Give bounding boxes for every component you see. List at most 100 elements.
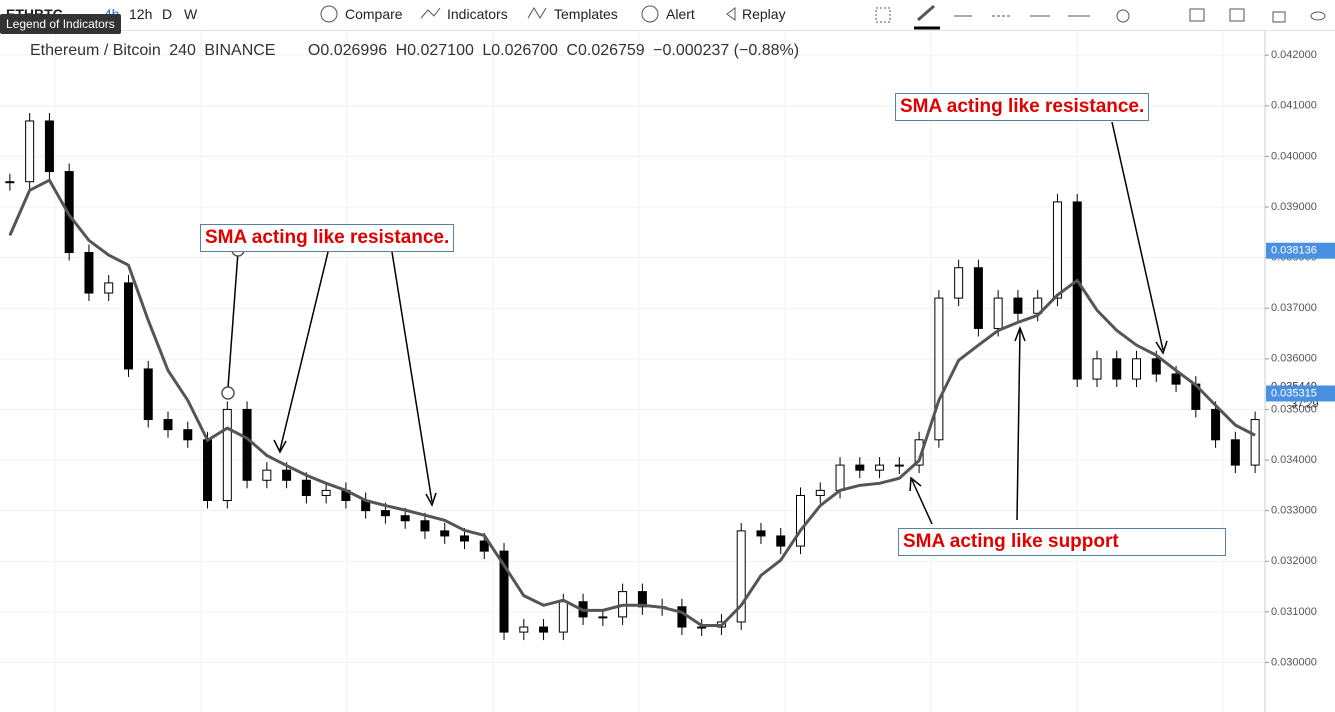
candle-body xyxy=(1230,439,1240,466)
compare-button[interactable]: Compare xyxy=(345,6,403,22)
price-label-bg xyxy=(1266,385,1335,402)
toolbar-icons xyxy=(320,4,1326,30)
candle-body xyxy=(499,550,509,633)
y-tick-label: 0.036000 xyxy=(1271,353,1317,365)
ohlc-key: H xyxy=(395,42,408,59)
candle-body xyxy=(25,120,35,183)
interval[interactable]: W xyxy=(184,6,198,22)
tooltip: Legend of Indicators xyxy=(0,14,121,34)
indicators-button[interactable]: Indicators xyxy=(447,6,508,22)
candle-body xyxy=(1112,358,1122,380)
candle-body xyxy=(1151,358,1161,375)
candle-body xyxy=(736,530,746,623)
price-label: 0.038136 xyxy=(1271,245,1317,257)
candle-body xyxy=(697,626,707,629)
annotation: SMA acting like resistance. xyxy=(200,224,455,252)
candle-body xyxy=(104,282,114,294)
candle-body xyxy=(973,267,983,329)
candle-body xyxy=(815,489,825,496)
price-label: 0.035315 xyxy=(1271,387,1317,399)
candle-body xyxy=(380,510,390,517)
ohlc-value: 0.026996 xyxy=(320,42,388,59)
price-axis xyxy=(1265,30,1335,712)
candle-body xyxy=(855,464,865,471)
candle-body xyxy=(1013,297,1023,314)
y-tick-label: 0.032000 xyxy=(1271,555,1317,567)
legend-interval: 240 xyxy=(169,42,196,59)
ohlc-value: 0.026759 xyxy=(577,42,645,59)
candle-body xyxy=(84,252,94,294)
candle-body xyxy=(163,419,173,431)
templates-button[interactable]: Templates xyxy=(554,6,618,22)
candle-body xyxy=(796,494,806,547)
alert-button[interactable]: Alert xyxy=(666,6,695,22)
y-tick-label: 0.035000 xyxy=(1271,403,1317,415)
legend-exchange: BINANCE xyxy=(204,42,276,59)
arrows xyxy=(221,121,1168,525)
price-label-bg xyxy=(1266,242,1335,259)
y-tick-label: 0.041000 xyxy=(1271,100,1317,112)
candle-body xyxy=(677,606,687,628)
candle-body xyxy=(143,368,153,421)
candle-body xyxy=(321,489,331,496)
ohlc-key: O xyxy=(307,42,321,59)
candle-body xyxy=(420,520,430,532)
candle-body xyxy=(835,464,845,491)
candle-body xyxy=(459,535,469,542)
candle-body xyxy=(123,282,133,370)
ohlc-key: L xyxy=(482,42,492,59)
countdown: 37:29 xyxy=(1291,399,1319,411)
candle-body xyxy=(282,469,292,481)
replay-button[interactable]: Replay xyxy=(742,6,786,22)
y-tick-label: 0.030000 xyxy=(1271,656,1317,668)
candle-body xyxy=(222,408,232,502)
candle-body xyxy=(203,439,213,502)
candle-body xyxy=(242,408,252,481)
ohlc-key: C xyxy=(566,42,578,59)
y-tick-label: 0.037000 xyxy=(1271,302,1317,314)
candle-body xyxy=(894,464,904,467)
change: −0.000237 (−0.88%) xyxy=(653,42,800,59)
candle-body xyxy=(44,120,54,173)
y-tick-label: 0.040000 xyxy=(1271,150,1317,162)
sma-line xyxy=(8,178,1256,628)
candle-body xyxy=(1211,408,1221,441)
candle-body xyxy=(1132,358,1142,380)
y-tick-label: 0.042000 xyxy=(1271,49,1317,61)
interval[interactable]: 12h xyxy=(129,6,153,22)
candle-body xyxy=(1171,373,1181,385)
candle-body xyxy=(954,267,964,299)
candle-body xyxy=(776,535,786,547)
candle-body xyxy=(993,297,1003,329)
y-tick-label: 0.031000 xyxy=(1271,606,1317,618)
legend-symbol[interactable]: Ethereum / Bitcoin xyxy=(30,42,161,59)
candle-body xyxy=(479,540,489,552)
legend: Ethereum / Bitcoin 240 BINANCE O0.026996… xyxy=(30,42,803,60)
candle-body xyxy=(5,181,15,184)
candle-body xyxy=(301,479,311,496)
toolbar: ETHBTC 4h 12h D W Compare Indicators Tem… xyxy=(0,0,1335,31)
candle-body xyxy=(183,429,193,441)
y-tick-label: 0.033000 xyxy=(1271,505,1317,517)
candle-body xyxy=(400,515,410,522)
annotation: SMA acting like support xyxy=(898,528,1226,556)
candle-body xyxy=(1250,419,1260,466)
candle-body xyxy=(875,464,885,471)
candle-body xyxy=(934,297,944,441)
candle-body xyxy=(756,530,766,537)
y-tick-label: 0.034000 xyxy=(1271,454,1317,466)
ohlc-value: 0.026700 xyxy=(491,42,558,59)
interval[interactable]: D xyxy=(162,6,173,22)
candle-body xyxy=(637,591,647,608)
candle-body xyxy=(1072,201,1082,380)
candle-body xyxy=(1052,201,1062,299)
ohlc-value: 0.027100 xyxy=(407,42,474,59)
candle-body xyxy=(558,601,568,633)
y-tick-label: 0.039000 xyxy=(1271,201,1317,213)
candle-body xyxy=(440,530,450,537)
candle-body xyxy=(519,626,529,633)
candle-body xyxy=(262,469,272,481)
candle-body xyxy=(598,616,608,619)
